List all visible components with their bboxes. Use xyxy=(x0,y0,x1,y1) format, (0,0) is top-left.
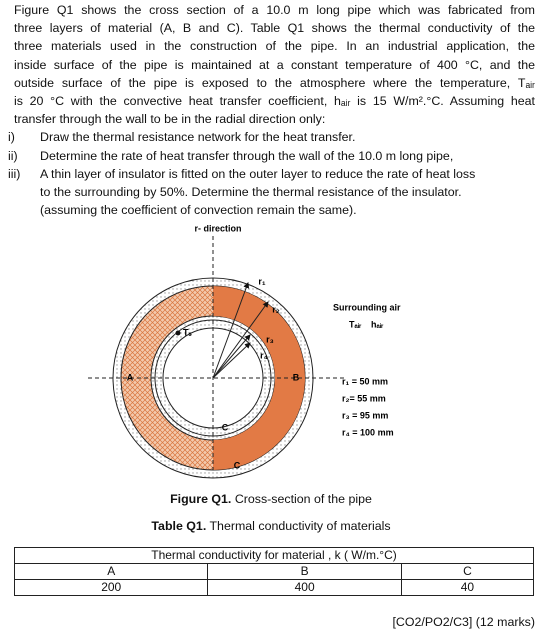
region-label: A xyxy=(127,372,134,382)
table-header: Thermal conductivity for material , k ( … xyxy=(14,547,534,564)
question-line: (assuming the coefficient of convection … xyxy=(40,203,357,218)
region-label: C xyxy=(222,422,229,432)
paragraph-line: transfer through the wall to be in the r… xyxy=(14,112,326,127)
dimension-label: r₃ = 95 mm xyxy=(342,410,388,420)
column-header: C xyxy=(400,563,535,580)
surrounding-label: Surrounding air xyxy=(333,302,401,312)
paragraph-line: three materials used in the construction… xyxy=(14,39,535,54)
radius-label: r₄ xyxy=(260,350,268,360)
dimension-label: r₂= 55 mm xyxy=(342,393,386,403)
paragraph-line: inside surface of the pipe is maintained… xyxy=(14,57,535,72)
question-line: Draw the thermal resistance network for … xyxy=(40,130,356,145)
footer: [CO2/PO2/C3] (12 marks) xyxy=(392,615,535,629)
air-coeff-label: hₐᵢᵣ xyxy=(371,319,384,329)
region-label: B xyxy=(293,372,300,382)
paragraph-line: Figure Q1 shows the cross section of a 1… xyxy=(14,3,535,17)
radius-label: r₃ xyxy=(266,334,274,344)
dimension-label: r₁ = 50 mm xyxy=(342,376,388,386)
table-cell: 400 xyxy=(207,579,402,596)
axis-label: r- direction xyxy=(194,223,241,233)
table-caption: Table Q1. Thermal conductivity of materi… xyxy=(151,519,391,533)
radius-label: r₂ xyxy=(272,304,280,314)
column-header: B xyxy=(207,563,402,580)
table-cell: 40 xyxy=(400,579,535,596)
radius-label: r₁ xyxy=(258,276,266,286)
air-temp-label: Tₐᵢᵣ xyxy=(349,319,362,329)
table-cell: 200 xyxy=(13,579,209,596)
surface-temp-label: Tₛ xyxy=(183,327,192,337)
question-label: i) xyxy=(8,130,15,145)
question-label: iii) xyxy=(8,166,21,181)
question-label: ii) xyxy=(8,148,18,163)
dimension-label: r₄ = 100 mm xyxy=(342,427,394,437)
figure-caption: Figure Q1. Cross-section of the pipe xyxy=(170,492,372,506)
question-line: A thin layer of insulator is fitted on t… xyxy=(40,166,476,181)
paragraph-line: outside surface of the pipe is exposed t… xyxy=(14,75,535,90)
paragraph-line: three layers of material (A, B and C). T… xyxy=(14,21,535,36)
column-header: A xyxy=(13,563,209,580)
region-label: C xyxy=(234,460,241,470)
question-line: Determine the rate of heat transfer thro… xyxy=(40,148,454,163)
question-line: to the surrounding by 50%. Determine the… xyxy=(40,185,462,199)
table-row: 200 400 40 xyxy=(13,579,535,596)
conductivity-table: Thermal conductivity for material , k ( … xyxy=(13,547,535,596)
paragraph-line: is 20 °C with the convective heat transf… xyxy=(14,94,535,108)
table-row: Thermal conductivity for material , k ( … xyxy=(14,547,534,564)
